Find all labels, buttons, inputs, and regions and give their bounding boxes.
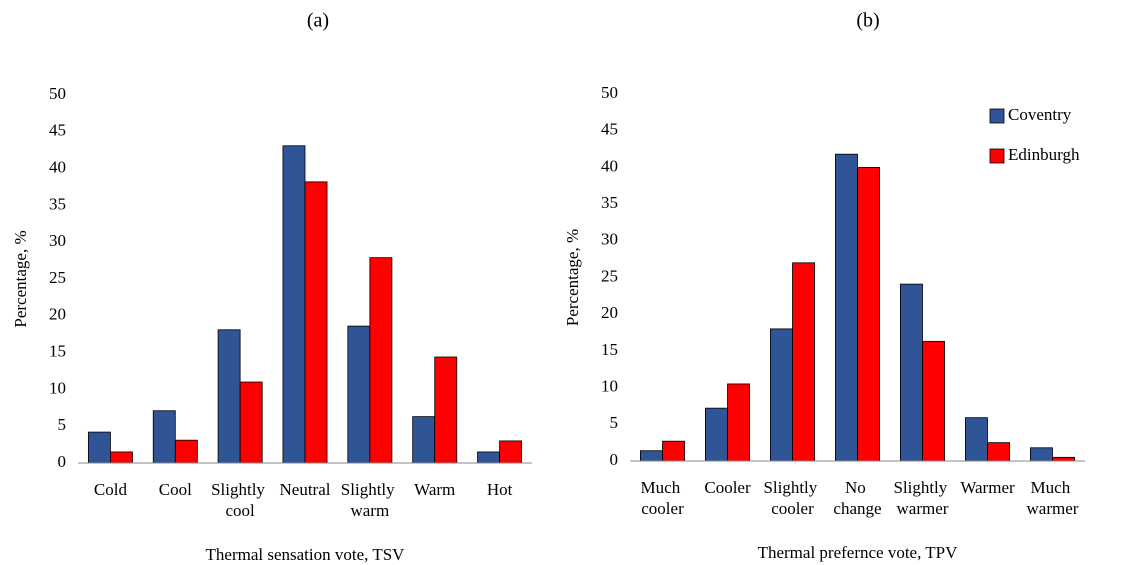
bar <box>835 153 858 462</box>
y-tick-label: 10 <box>49 378 66 397</box>
bar <box>1030 447 1053 462</box>
bar <box>922 340 946 462</box>
legend-label: Coventry <box>1008 105 1072 124</box>
y-tick-label: 5 <box>58 415 67 434</box>
y-tick-label: 15 <box>601 340 618 359</box>
y-tick-label: 45 <box>49 121 66 140</box>
bar <box>499 440 523 464</box>
bar <box>640 450 663 462</box>
legend-label: Edinburgh <box>1008 145 1080 164</box>
bar <box>282 145 306 464</box>
y-tick-label: 50 <box>601 83 618 102</box>
y-axis-title: Percentage, % <box>11 230 30 327</box>
bar <box>770 328 793 462</box>
y-tick-label: 20 <box>49 305 66 324</box>
x-tick-label: Slightly cool <box>211 480 269 520</box>
x-tick-label: Neutral <box>280 480 331 499</box>
bar <box>987 442 1011 462</box>
y-tick-label: 20 <box>601 303 618 322</box>
bar <box>434 356 458 464</box>
bar <box>152 410 176 464</box>
bar <box>369 257 393 464</box>
bar <box>477 451 500 464</box>
x-tick-label: Hot <box>487 480 513 499</box>
x-tick-label: Much cooler <box>641 478 685 518</box>
y-tick-label: 0 <box>610 450 619 469</box>
x-tick-label: Warmer <box>960 478 1015 497</box>
y-axis-title: Percentage, % <box>563 229 582 326</box>
y-tick-label: 45 <box>601 120 618 139</box>
x-tick-label: Warm <box>414 480 455 499</box>
bar <box>304 181 328 464</box>
x-tick-label: Slightly warmer <box>893 478 951 518</box>
y-tick-label: 25 <box>601 266 618 285</box>
y-tick-label: 15 <box>49 342 66 361</box>
bar <box>412 416 436 464</box>
bar <box>705 407 728 462</box>
y-tick-label: 0 <box>58 452 67 471</box>
y-tick-label: 30 <box>49 231 66 250</box>
x-tick-label: Slightly warm <box>341 480 399 520</box>
y-tick-label: 35 <box>601 193 618 212</box>
x-tick-label: Cooler <box>704 478 751 497</box>
bar <box>174 439 198 464</box>
x-axis-title: Thermal sensation vote, TSV <box>206 545 406 564</box>
bar <box>857 166 881 462</box>
bar <box>110 451 133 464</box>
y-tick-label: 10 <box>601 377 618 396</box>
y-tick-label: 40 <box>49 158 66 177</box>
bar <box>792 262 816 462</box>
bar <box>727 383 751 462</box>
bar <box>87 431 111 464</box>
bar <box>217 329 241 464</box>
chart-title: (b) <box>856 10 879 32</box>
y-tick-label: 30 <box>601 230 618 249</box>
x-tick-label: Slightly cooler <box>763 478 821 518</box>
legend-swatch <box>989 148 1005 164</box>
y-tick-label: 40 <box>601 156 618 175</box>
x-tick-label: Cool <box>159 480 192 499</box>
legend-swatch <box>989 108 1005 124</box>
bar <box>347 325 371 464</box>
x-tick-label: Cold <box>94 480 128 499</box>
y-tick-label: 25 <box>49 268 66 287</box>
y-tick-label: 5 <box>610 413 619 432</box>
bar <box>1052 456 1076 462</box>
bar <box>662 440 686 462</box>
bar <box>965 417 988 462</box>
bar <box>239 381 263 464</box>
x-tick-label: No change <box>833 478 881 518</box>
x-tick-label: Much warmer <box>1027 478 1079 518</box>
y-tick-label: 35 <box>49 194 66 213</box>
chart-title: (a) <box>307 10 329 32</box>
bar <box>900 283 923 462</box>
y-tick-label: 50 <box>49 84 66 103</box>
x-axis-title: Thermal prefernce vote, TPV <box>758 543 959 562</box>
